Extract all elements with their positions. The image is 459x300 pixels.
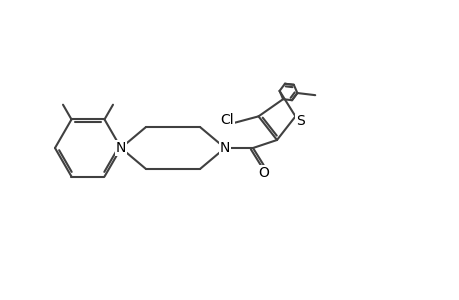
Text: S: S: [296, 114, 304, 128]
Text: N: N: [219, 141, 230, 155]
Text: Cl: Cl: [220, 113, 234, 127]
Text: O: O: [257, 166, 269, 180]
Text: N: N: [116, 141, 126, 155]
